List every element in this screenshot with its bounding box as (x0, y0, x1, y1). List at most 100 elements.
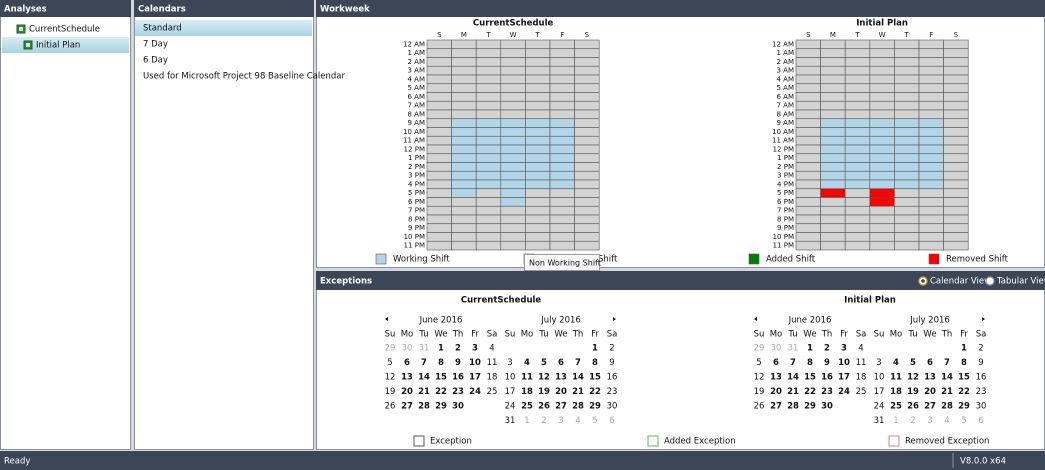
radio-label[interactable]: Calendar View (930, 277, 991, 287)
calendar-day[interactable]: 5 (756, 358, 761, 368)
calendar-day[interactable]: 9 (824, 358, 830, 368)
calendar-day[interactable]: 1 (438, 344, 444, 354)
calendar-day[interactable]: 29 (958, 402, 970, 412)
prev-month[interactable] (754, 317, 757, 321)
calendar-day[interactable]: 24 (838, 387, 850, 397)
calendar-day[interactable]: 29 (754, 344, 765, 354)
calendar-day[interactable]: 27 (555, 402, 567, 412)
calendar-day[interactable]: 30 (402, 344, 413, 354)
calendar-day[interactable]: 20 (401, 387, 413, 397)
calendar-day[interactable]: 22 (589, 387, 601, 397)
calendar-day[interactable]: 20 (555, 387, 567, 397)
calendar-day[interactable]: 8 (592, 358, 598, 368)
calendar-day[interactable]: 17 (505, 387, 516, 397)
calendar-day[interactable]: 17 (838, 373, 850, 383)
calendar-day[interactable]: 19 (754, 387, 765, 397)
calendar-day[interactable]: 31 (505, 416, 516, 426)
calendar-day[interactable]: 24 (505, 402, 516, 412)
calendar-day[interactable]: 30 (821, 402, 833, 412)
calendar-day[interactable]: 31 (788, 344, 799, 354)
calendar-day[interactable]: 29 (804, 402, 816, 412)
calendar-day[interactable]: 4 (893, 358, 899, 368)
calendar-item[interactable]: Used for Microsoft Project 98 Baseline C… (143, 72, 346, 82)
calendar-day[interactable]: 19 (907, 387, 919, 397)
calendar-day[interactable]: 1 (807, 344, 813, 354)
calendar-day[interactable]: 27 (770, 402, 782, 412)
calendar-day[interactable]: 6 (978, 416, 983, 426)
calendar-day[interactable]: 12 (385, 373, 396, 383)
calendar-day[interactable]: 5 (961, 416, 966, 426)
calendar-day[interactable]: 13 (770, 373, 782, 383)
calendar-day[interactable]: 28 (787, 402, 799, 412)
calendar-day[interactable]: 3 (507, 358, 512, 368)
calendar-day[interactable]: 31 (874, 416, 885, 426)
calendar-day[interactable]: 3 (558, 416, 563, 426)
calendar-day[interactable]: 23 (976, 387, 987, 397)
calendar-day[interactable]: 18 (487, 373, 498, 383)
calendar-day[interactable]: 28 (941, 402, 953, 412)
calendar-day[interactable]: 29 (385, 344, 396, 354)
calendar-day[interactable]: 21 (787, 387, 799, 397)
calendar-day[interactable]: 10 (874, 373, 885, 383)
calendar-day[interactable]: 2 (824, 344, 830, 354)
calendar-day[interactable]: 30 (607, 402, 618, 412)
calendar-day[interactable]: 14 (787, 373, 799, 383)
calendar-day[interactable]: 11 (521, 373, 533, 383)
calendar-day[interactable]: 2 (910, 416, 915, 426)
calendar-day[interactable]: 6 (609, 416, 614, 426)
radio[interactable] (985, 276, 995, 286)
calendar-day[interactable]: 3 (841, 344, 847, 354)
calendar-day[interactable]: 10 (505, 373, 516, 383)
calendar-day[interactable]: 2 (609, 344, 614, 354)
calendar-day[interactable]: 30 (771, 344, 782, 354)
calendar-day[interactable]: 11 (487, 358, 498, 368)
calendar-day[interactable]: 25 (521, 402, 533, 412)
calendar-day[interactable]: 3 (876, 358, 881, 368)
tree-item[interactable]: CurrentSchedule (29, 25, 100, 35)
calendar-day[interactable]: 13 (555, 373, 567, 383)
calendar-day[interactable]: 3 (472, 344, 478, 354)
calendar-day[interactable]: 21 (941, 387, 953, 397)
calendar-day[interactable]: 15 (958, 373, 970, 383)
calendar-day[interactable]: 10 (469, 358, 481, 368)
calendar-day[interactable]: 2 (978, 344, 983, 354)
calendar-day[interactable]: 21 (418, 387, 430, 397)
calendar-day[interactable]: 6 (927, 358, 933, 368)
calendar-day[interactable]: 6 (404, 358, 410, 368)
calendar-day[interactable]: 12 (907, 373, 919, 383)
calendar-day[interactable]: 2 (455, 344, 461, 354)
calendar-day[interactable]: 24 (874, 402, 885, 412)
calendar-day[interactable]: 8 (438, 358, 444, 368)
prev-month[interactable] (385, 317, 388, 321)
calendar-day[interactable]: 4 (575, 416, 580, 426)
calendar-day[interactable]: 18 (856, 373, 867, 383)
calendar-day[interactable]: 5 (541, 358, 547, 368)
calendar-day[interactable]: 27 (924, 402, 936, 412)
calendar-day[interactable]: 20 (924, 387, 936, 397)
calendar-item[interactable]: Standard (143, 24, 182, 34)
calendar-day[interactable]: 3 (927, 416, 932, 426)
calendar-day[interactable]: 1 (592, 344, 598, 354)
calendar-day[interactable]: 26 (538, 402, 550, 412)
calendar-day[interactable]: 22 (435, 387, 447, 397)
calendar-day[interactable]: 17 (874, 387, 885, 397)
calendar-day[interactable]: 6 (773, 358, 779, 368)
calendar-day[interactable]: 5 (910, 358, 916, 368)
calendar-day[interactable]: 18 (890, 387, 902, 397)
calendar-day[interactable]: 1 (893, 416, 898, 426)
calendar-day[interactable]: 26 (754, 402, 765, 412)
calendar-day[interactable]: 19 (385, 387, 396, 397)
calendar-day[interactable]: 1 (524, 416, 529, 426)
next-month[interactable] (982, 317, 985, 321)
calendar-day[interactable]: 6 (558, 358, 564, 368)
calendar-day[interactable]: 23 (607, 387, 618, 397)
calendar-item[interactable]: 7 Day (143, 40, 168, 50)
calendar-day[interactable]: 13 (924, 373, 936, 383)
calendar-day[interactable]: 4 (944, 416, 949, 426)
calendar-day[interactable]: 14 (418, 373, 430, 383)
calendar-day[interactable]: 25 (890, 402, 902, 412)
calendar-day[interactable]: 9 (609, 358, 614, 368)
calendar-day[interactable]: 23 (821, 387, 833, 397)
calendar-day[interactable]: 11 (856, 358, 867, 368)
calendar-day[interactable]: 25 (856, 387, 867, 397)
